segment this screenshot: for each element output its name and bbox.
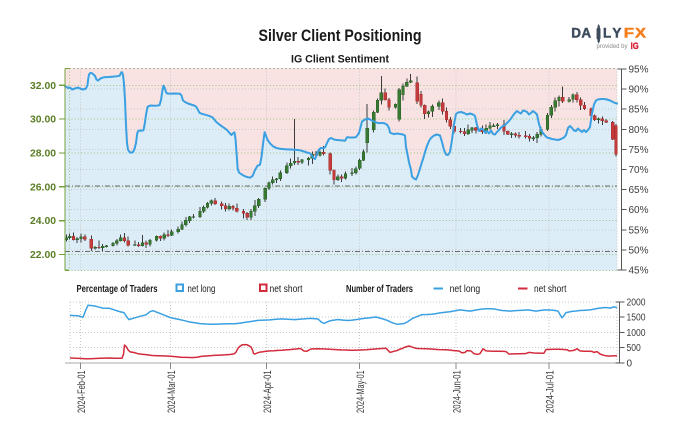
svg-text:500: 500	[627, 343, 642, 354]
svg-text:L: L	[603, 26, 611, 41]
svg-text:Silver Client Positioning: Silver Client Positioning	[259, 27, 422, 45]
svg-text:90%: 90%	[629, 85, 649, 96]
svg-text:22.00: 22.00	[30, 250, 56, 261]
svg-text:IG: IG	[631, 41, 639, 52]
svg-text:provided by: provided by	[597, 43, 629, 50]
svg-text:26.00: 26.00	[30, 182, 56, 193]
svg-text:45%: 45%	[629, 266, 649, 277]
svg-text:24.00: 24.00	[30, 216, 56, 227]
svg-text:A: A	[581, 26, 591, 41]
svg-text:70%: 70%	[629, 165, 649, 176]
svg-text:net long: net long	[450, 284, 481, 295]
svg-text:F: F	[624, 26, 634, 41]
svg-text:IG Client Sentiment: IG Client Sentiment	[291, 54, 389, 66]
svg-text:Y: Y	[612, 26, 621, 41]
svg-text:60%: 60%	[629, 205, 649, 216]
svg-text:75%: 75%	[629, 145, 649, 156]
svg-text:28.00: 28.00	[30, 149, 56, 160]
svg-text:net short: net short	[534, 284, 567, 295]
svg-text:80%: 80%	[629, 125, 649, 136]
svg-text:2024-Mar-01: 2024-Mar-01	[166, 370, 178, 413]
svg-text:D: D	[571, 26, 581, 41]
svg-text:Number of Traders: Number of Traders	[346, 284, 413, 295]
svg-text:2024-Jun-01: 2024-Jun-01	[451, 370, 463, 413]
svg-text:95%: 95%	[629, 65, 649, 76]
svg-text:X: X	[635, 26, 646, 41]
svg-text:2024-May-01: 2024-May-01	[355, 370, 367, 413]
svg-text:65%: 65%	[629, 185, 649, 196]
svg-text:85%: 85%	[629, 105, 649, 116]
svg-text:Percentage of Traders: Percentage of Traders	[77, 284, 158, 295]
svg-text:0: 0	[627, 358, 633, 369]
svg-text:1500: 1500	[627, 313, 646, 324]
svg-text:net long: net long	[188, 284, 216, 295]
svg-text:50%: 50%	[629, 245, 649, 256]
svg-text:2024-Apr-01: 2024-Apr-01	[262, 370, 274, 413]
svg-text:2024-Feb-01: 2024-Feb-01	[76, 370, 88, 413]
svg-text:30.00: 30.00	[30, 115, 56, 126]
svg-text:2024-Jul-01: 2024-Jul-01	[544, 370, 556, 413]
svg-text:1000: 1000	[627, 328, 646, 339]
svg-text:net short: net short	[270, 284, 303, 295]
svg-text:2000: 2000	[627, 298, 646, 309]
svg-text:55%: 55%	[629, 225, 649, 236]
svg-text:32.00: 32.00	[30, 81, 56, 92]
